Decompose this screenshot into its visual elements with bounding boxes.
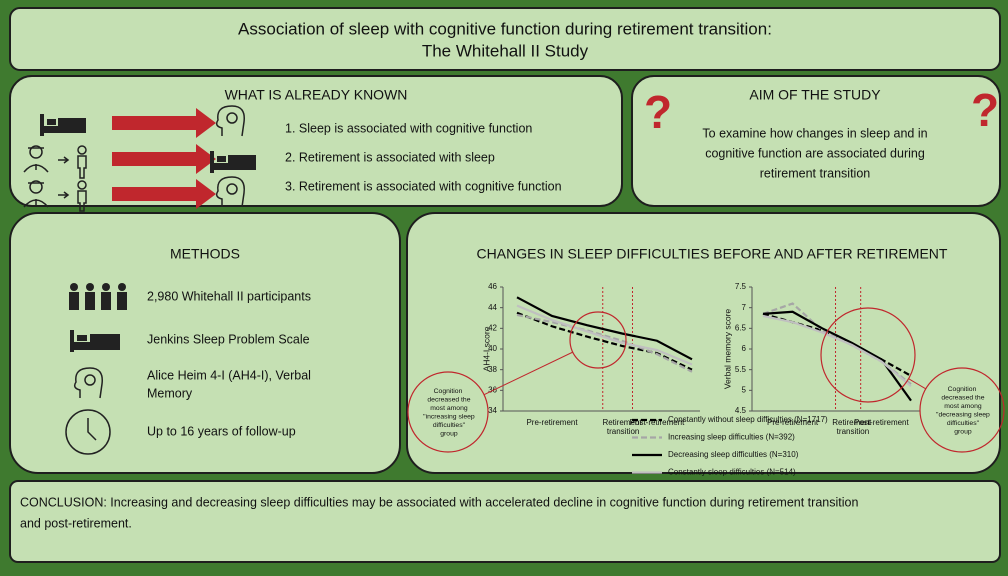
question-mark: ? bbox=[644, 86, 672, 138]
y-tick-label: 5.5 bbox=[735, 365, 747, 374]
x-tick-label: Retirement transition bbox=[832, 418, 872, 436]
heading: AIM OF THE STUDY bbox=[749, 87, 881, 103]
x-tick-label: Post-retirement bbox=[854, 418, 909, 427]
y-tick-label: 38 bbox=[488, 365, 497, 374]
annotation: Cognition decreased the most among "incr… bbox=[421, 388, 475, 438]
heading: CHANGES IN SLEEP DIFFICULTIES BEFORE AND… bbox=[477, 246, 948, 262]
question-mark: ? bbox=[971, 84, 999, 136]
known-item: 1. Sleep is associated with cognitive fu… bbox=[285, 121, 532, 135]
title: Association of sleep with cognitive func… bbox=[238, 19, 772, 38]
clock-icon bbox=[65, 409, 111, 455]
highlight-circle bbox=[569, 311, 627, 369]
head-icon bbox=[73, 367, 103, 399]
bed-icon bbox=[70, 330, 120, 352]
worker-icon bbox=[23, 145, 87, 212]
y-axis-label: Verbal memory score bbox=[722, 309, 732, 390]
annotation-circle bbox=[407, 371, 489, 453]
heading: METHODS bbox=[170, 246, 240, 262]
methods-panel bbox=[9, 212, 401, 474]
aim-text: To examine how changes in sleep and in bbox=[702, 126, 927, 140]
y-tick-label: 4.5 bbox=[735, 406, 747, 415]
conclusion-panel bbox=[9, 480, 1001, 563]
x-tick-label: Post-retirement bbox=[630, 418, 685, 427]
changes-panel bbox=[406, 212, 1001, 474]
y-tick-label: 34 bbox=[488, 406, 497, 415]
bed-icon bbox=[40, 114, 256, 173]
legend-label: Constantly sleep difficulties (N=514) bbox=[668, 468, 796, 477]
known-item: 2. Retirement is associated with sleep bbox=[285, 150, 495, 164]
y-tick-label: 6 bbox=[742, 344, 747, 353]
series-line bbox=[516, 296, 693, 361]
arrows bbox=[112, 108, 216, 209]
aim-text: cognitive function are associated during bbox=[705, 146, 925, 160]
annotation-connector bbox=[483, 351, 573, 396]
methods-item: Memory bbox=[147, 386, 193, 400]
head-icon bbox=[215, 105, 245, 208]
annotation: Cognition decreased the most among "decr… bbox=[934, 386, 990, 436]
legend-label: Decreasing sleep difficulties (N=310) bbox=[668, 450, 799, 459]
series-line bbox=[516, 311, 693, 371]
methods-item: Alice Heim 4-I (AH4-I), Verbal bbox=[147, 368, 311, 382]
conclusion: and post-retirement. bbox=[20, 516, 132, 530]
heading: WHAT IS ALREADY KNOWN bbox=[225, 87, 408, 103]
y-tick-label: 42 bbox=[488, 323, 497, 332]
legend-label: Increasing sleep difficulties (N=392) bbox=[668, 433, 795, 442]
y-tick-label: 7.5 bbox=[735, 282, 747, 291]
legend-label: Constantly without sleep difficulties (N… bbox=[668, 415, 828, 424]
x-tick-label: Pre-retirement bbox=[526, 418, 578, 427]
y-tick-label: 46 bbox=[488, 282, 497, 291]
x-tick-label: Retirement transition bbox=[602, 418, 642, 436]
y-tick-label: 40 bbox=[488, 344, 497, 353]
annotation-circle bbox=[919, 367, 1005, 453]
title: The Whitehall II Study bbox=[422, 41, 589, 60]
aim-panel bbox=[631, 75, 1001, 207]
conclusion: CONCLUSION: Increasing and decreasing sl… bbox=[20, 495, 858, 509]
series-line bbox=[516, 304, 693, 366]
y-tick-label: 5 bbox=[742, 385, 747, 394]
methods-item: 2,980 Whitehall II participants bbox=[147, 289, 311, 303]
title-panel bbox=[9, 7, 1001, 71]
y-tick-label: 6.5 bbox=[735, 323, 747, 332]
y-tick-label: 7 bbox=[742, 303, 747, 312]
aim-text: retirement transition bbox=[760, 166, 871, 180]
known-item: 3. Retirement is associated with cogniti… bbox=[285, 179, 562, 193]
methods-item: Jenkins Sleep Problem Scale bbox=[147, 332, 310, 346]
y-axis-label: AH4-I score bbox=[481, 326, 491, 371]
x-tick-label: Pre-retirement bbox=[767, 418, 819, 427]
series-line bbox=[762, 314, 912, 388]
known-panel bbox=[9, 75, 623, 207]
highlight-circle bbox=[820, 307, 916, 403]
people-icon bbox=[69, 283, 127, 310]
methods-item: Up to 16 years of follow-up bbox=[147, 424, 296, 438]
y-tick-label: 44 bbox=[488, 303, 497, 312]
annotation-connector bbox=[908, 378, 927, 390]
series-line bbox=[516, 313, 693, 373]
